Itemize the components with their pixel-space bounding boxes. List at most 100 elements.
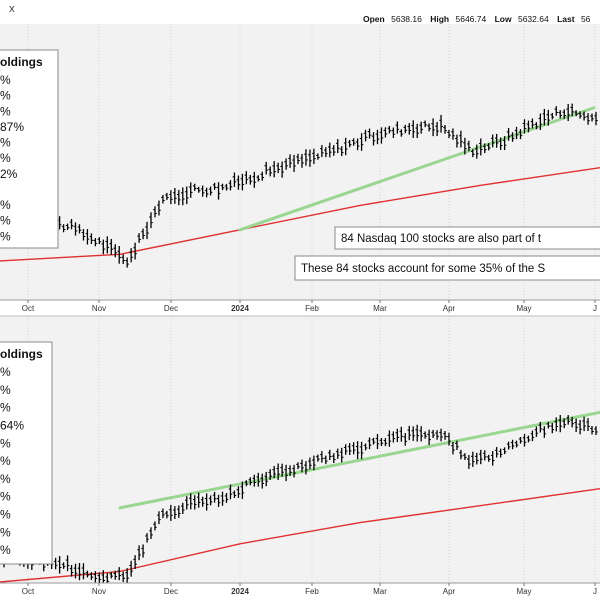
legend-title: oldings (0, 55, 43, 69)
price-bar (240, 481, 245, 499)
price-bar (530, 118, 535, 129)
axis-strip (0, 583, 600, 600)
price-bar (232, 172, 237, 187)
price-bar (395, 121, 400, 134)
price-bar (451, 128, 455, 140)
price-bar (387, 430, 392, 447)
price-bar (534, 426, 539, 437)
legend-item: % (0, 508, 11, 522)
price-bar (173, 506, 177, 520)
x-tick-label: Apr (443, 587, 456, 596)
legend-item: % (0, 454, 11, 468)
price-bar (65, 555, 70, 572)
price-bar (204, 493, 209, 511)
price-bar (335, 448, 340, 459)
price-bar (506, 128, 511, 141)
price-bar (192, 183, 197, 191)
legend-item: % (0, 436, 11, 450)
price-bar (57, 556, 62, 574)
price-bar (490, 451, 495, 466)
price-bar (220, 183, 225, 191)
price-bar (359, 441, 364, 460)
price-bar (590, 426, 594, 435)
price-bar (177, 189, 181, 206)
price-bar (288, 154, 292, 168)
x-tick-label: Nov (92, 587, 106, 596)
open-value: 5638.16 (391, 14, 422, 24)
price-bar (161, 508, 165, 519)
price-bar (93, 571, 98, 583)
x-tick-label: Nov (92, 304, 106, 313)
price-bar (506, 441, 511, 450)
price-bar (331, 453, 336, 463)
x-tick-label: Feb (305, 587, 319, 596)
price-bar (463, 137, 467, 155)
legend-item: % (0, 198, 11, 212)
panel-background (0, 24, 600, 300)
legend-box (0, 341, 53, 565)
price-bar (260, 473, 265, 489)
price-bar (157, 511, 161, 525)
price-bar (546, 109, 551, 126)
price-bar (566, 103, 570, 122)
price-bar (320, 451, 324, 463)
price-bar (395, 428, 400, 443)
price-bar (347, 443, 352, 455)
price-bar (240, 173, 245, 191)
price-bar (403, 433, 408, 446)
price-bar (367, 128, 372, 139)
price-bar (196, 186, 201, 193)
price-bar (308, 457, 312, 470)
x-tick-label: Mar (373, 304, 387, 313)
price-bar (165, 192, 169, 201)
price-bar (268, 166, 273, 177)
legend-item: % (0, 229, 11, 243)
price-bar (423, 431, 427, 439)
price-bar (383, 127, 388, 138)
legend-item: % (0, 89, 11, 103)
price-bar (232, 490, 237, 498)
price-bar (375, 129, 380, 145)
legend-item: % (0, 104, 11, 118)
price-bar (510, 439, 515, 450)
price-bar (498, 137, 503, 150)
price-bar (494, 447, 499, 458)
price-bar (145, 533, 149, 543)
low-label: Low (495, 14, 512, 24)
price-bar (169, 504, 173, 521)
x-tick-label: Dec (164, 304, 178, 313)
price-bar (542, 426, 547, 438)
price-bar (455, 440, 459, 451)
x-tick-label: Mar (373, 587, 387, 596)
price-bar (351, 442, 356, 455)
price-bar (157, 200, 161, 216)
price-bar (97, 572, 102, 584)
price-bar (89, 572, 94, 580)
price-bar (212, 491, 217, 503)
price-bar (514, 126, 519, 140)
price-bar (522, 433, 527, 447)
price-bar (220, 491, 225, 506)
high-label: High (430, 14, 449, 24)
price-bar (502, 447, 507, 455)
price-bar (502, 136, 507, 151)
price-bar (180, 187, 185, 206)
price-bar (415, 424, 420, 442)
price-bar (439, 428, 443, 442)
price-bar (566, 415, 570, 425)
legend-item: 87% (0, 120, 24, 134)
price-bar (252, 474, 257, 487)
x-tick-label: J (593, 304, 597, 313)
price-bar (268, 469, 273, 480)
last-value: 56 (581, 14, 591, 24)
price-bar (550, 422, 555, 434)
price-bar (399, 426, 404, 442)
price-bar (324, 147, 328, 158)
price-bar (574, 110, 578, 117)
price-bar (264, 161, 269, 175)
price-bar (316, 454, 320, 462)
legend-item: % (0, 543, 11, 557)
price-bar (192, 495, 197, 510)
price-bar (379, 127, 384, 144)
